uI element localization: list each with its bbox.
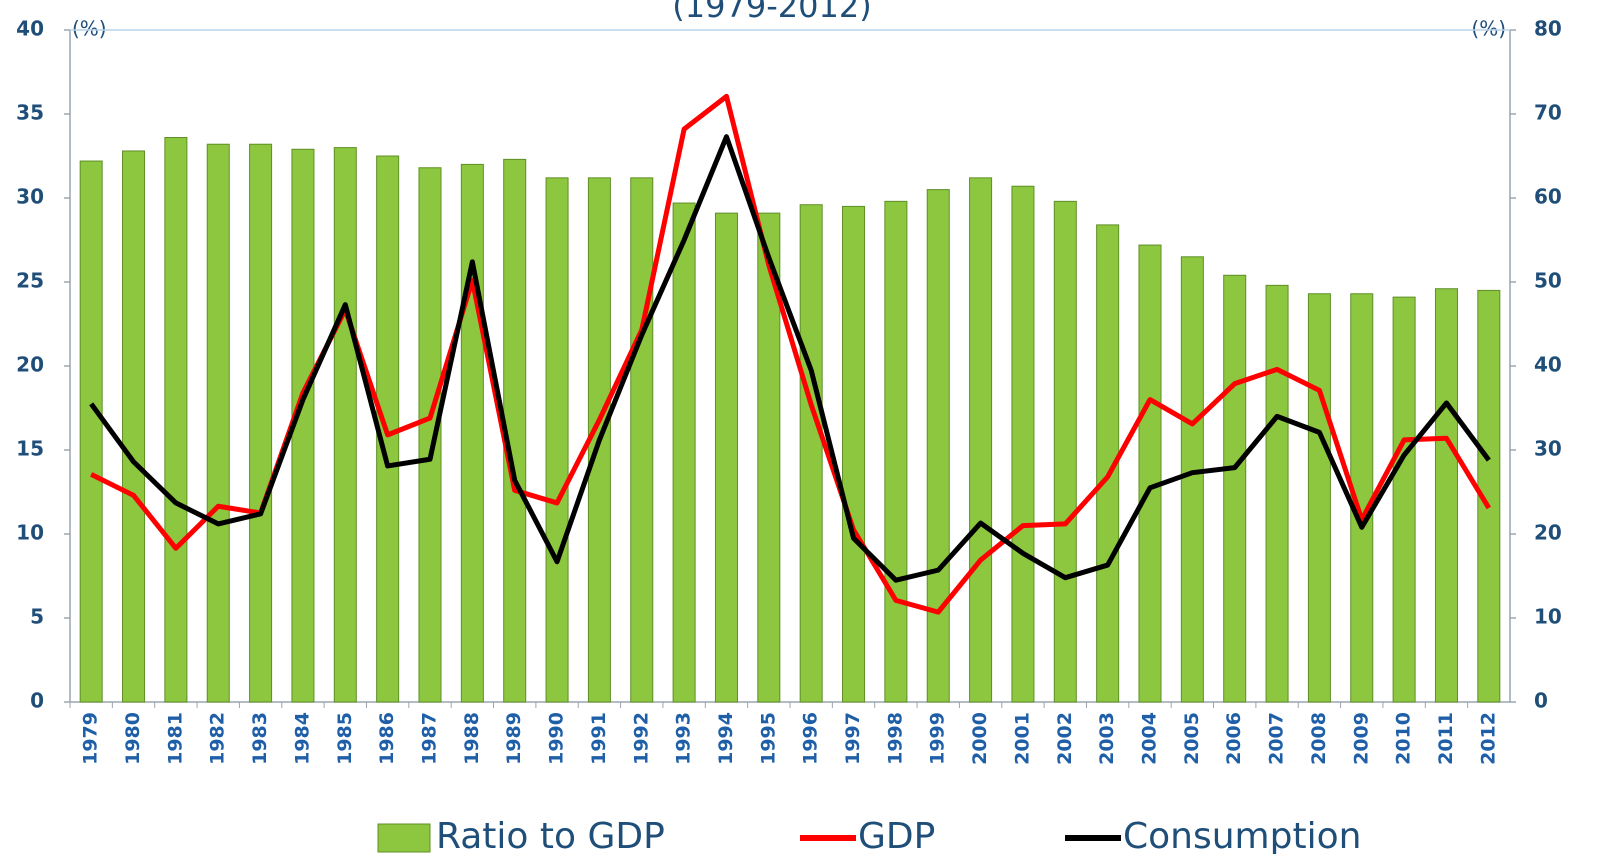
chart: (1979-2012) (%) (%) 0 5 10 15 20 25 30 35 40 0 10 2… <box>0 0 1612 854</box>
y-tick-label: 30 <box>16 185 44 209</box>
y2-tick-label: 80 <box>1534 17 1562 41</box>
y-tick-label: 20 <box>16 353 44 377</box>
x-tick-label: 1985 <box>334 712 356 765</box>
legend-label: GDP <box>858 816 935 854</box>
x-tick-label: 1979 <box>80 712 102 765</box>
x-tick-label: 1982 <box>207 712 229 765</box>
x-tick-label: 2010 <box>1393 712 1415 765</box>
y-axis-unit: (%) <box>72 17 107 41</box>
y-tick-label: 25 <box>16 269 44 293</box>
y2-tick-label: 70 <box>1534 101 1562 125</box>
x-tick-label: 1995 <box>757 712 779 765</box>
x-tick-label: 2005 <box>1181 712 1203 765</box>
x-tick-label: 1987 <box>419 712 441 765</box>
legend-label: Consumption <box>1123 816 1361 854</box>
bar <box>207 144 229 702</box>
x-tick-label: 1997 <box>842 712 864 765</box>
y2-tick-label: 30 <box>1534 437 1562 461</box>
x-tick-label: 1981 <box>164 712 186 765</box>
y-tick-label: 40 <box>16 17 44 41</box>
y2-tick-label: 50 <box>1534 269 1562 293</box>
y2-tick-label: 60 <box>1534 185 1562 209</box>
x-tick-label: 1984 <box>291 712 313 765</box>
bar <box>1181 257 1203 702</box>
y-tick-label: 0 <box>30 689 44 713</box>
bar <box>631 178 653 702</box>
x-tick-label: 2008 <box>1308 712 1330 765</box>
y2-tick-label: 40 <box>1534 353 1562 377</box>
chart-title: (1979-2012) <box>672 0 871 25</box>
bar <box>461 164 483 702</box>
x-tick-label: 1998 <box>884 712 906 765</box>
bar <box>715 213 737 702</box>
x-tick-label: 1986 <box>376 712 398 765</box>
y-tick-label: 5 <box>30 605 44 629</box>
x-tick-label: 2002 <box>1054 712 1076 765</box>
x-tick-label: 1994 <box>715 712 737 765</box>
bar <box>885 201 907 702</box>
bar <box>927 190 949 702</box>
x-tick-label: 2011 <box>1435 712 1457 765</box>
bar <box>673 203 695 702</box>
x-tick-label: 2012 <box>1477 712 1499 765</box>
bar <box>1139 245 1161 702</box>
x-tick-label: 2001 <box>1011 712 1033 765</box>
bar <box>250 144 272 702</box>
bar <box>1012 186 1034 702</box>
x-tick-label: 2000 <box>969 712 991 765</box>
y2-tick-label: 20 <box>1534 521 1562 545</box>
bar <box>123 151 145 702</box>
bar <box>546 178 568 702</box>
y2-tick-label: 10 <box>1534 605 1562 629</box>
bar <box>1393 297 1415 702</box>
x-tick-label: 1988 <box>461 712 483 765</box>
x-tick-label: 1990 <box>546 712 568 765</box>
y2-axis-unit: (%) <box>1471 17 1506 41</box>
legend-swatch <box>378 824 430 852</box>
x-tick-label: 1980 <box>122 712 144 765</box>
y2-tick-label: 0 <box>1534 689 1548 713</box>
y-tick-label: 10 <box>16 521 44 545</box>
x-tick-label: 1999 <box>927 712 949 765</box>
bar <box>334 148 356 702</box>
x-tick-label: 2006 <box>1223 712 1245 765</box>
y-tick-label: 35 <box>16 101 44 125</box>
y-tick-label: 15 <box>16 437 44 461</box>
bar <box>970 178 992 702</box>
bar <box>1266 285 1288 702</box>
x-tick-label: 2004 <box>1139 712 1161 765</box>
x-tick-label: 1996 <box>800 712 822 765</box>
legend-label: Ratio to GDP <box>436 816 665 854</box>
bar <box>165 138 187 702</box>
x-tick-label: 1992 <box>630 712 652 765</box>
x-tick-label: 2003 <box>1096 712 1118 765</box>
bar <box>1224 275 1246 702</box>
bar <box>1054 201 1076 702</box>
x-tick-label: 2009 <box>1350 712 1372 765</box>
bar <box>1435 289 1457 702</box>
bar <box>843 206 865 702</box>
x-tick-label: 2007 <box>1266 712 1288 765</box>
bar <box>1308 294 1330 702</box>
bar <box>80 161 102 702</box>
x-tick-label: 1983 <box>249 712 271 765</box>
x-tick-label: 1991 <box>588 712 610 765</box>
x-tick-label: 1989 <box>503 712 525 765</box>
x-tick-label: 1993 <box>673 712 695 765</box>
bar <box>800 205 822 702</box>
